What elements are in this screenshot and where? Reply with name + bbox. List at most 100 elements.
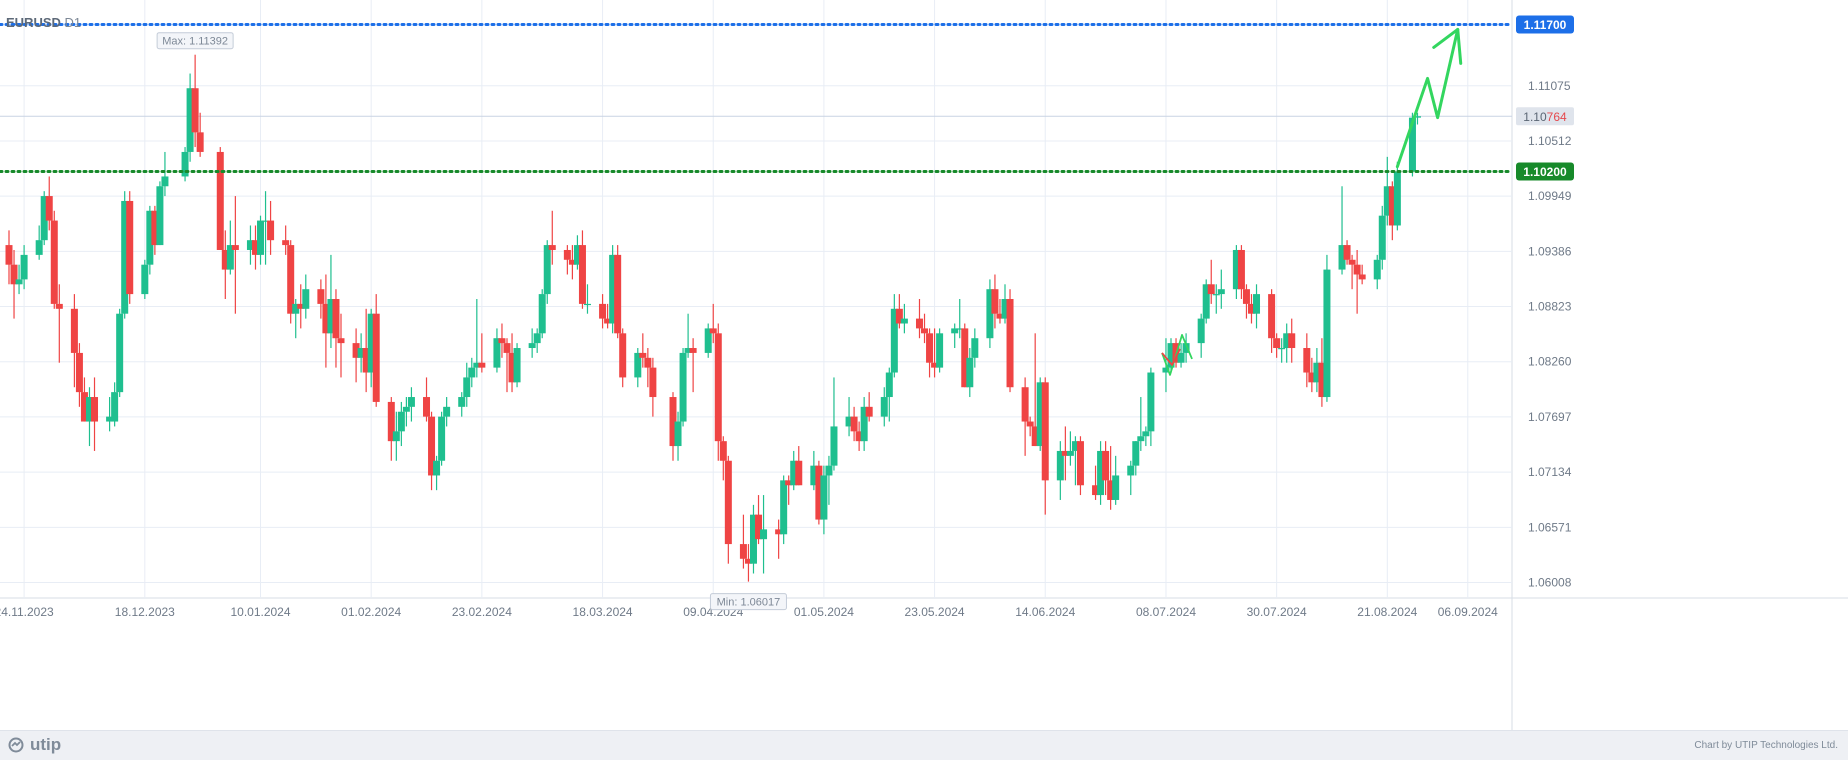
candle-body [257, 220, 265, 255]
date-tick-label: 08.07.2024 [1136, 605, 1196, 619]
candle-body [1107, 480, 1115, 500]
date-tick-label: 23.05.2024 [905, 605, 965, 619]
candle-body [45, 196, 53, 221]
annotation-tag [156, 32, 234, 50]
candle-bearish [1318, 338, 1326, 407]
candle-body [860, 406, 868, 442]
candle-bullish [609, 245, 617, 334]
candle-bearish [775, 519, 783, 559]
candle-bullish [1232, 245, 1240, 299]
candle-body [1217, 289, 1225, 295]
candle-bullish [35, 225, 43, 260]
candle-bearish [55, 284, 63, 363]
candle-body [1137, 436, 1145, 442]
candle-bullish [900, 303, 908, 334]
candle-body [1318, 362, 1326, 398]
candle-body [1303, 348, 1311, 373]
candle-bearish [45, 176, 53, 231]
candle-bearish [1006, 289, 1014, 393]
candle-body [865, 406, 873, 417]
candle-body [1147, 372, 1155, 432]
current-price-badge [1516, 107, 1574, 126]
date-tick-label: 18.03.2024 [573, 605, 633, 619]
candles [5, 54, 1421, 582]
candle-bullish [186, 73, 194, 162]
candle-body [262, 220, 270, 222]
date-tick-label: 06.09.2024 [1438, 605, 1498, 619]
candle-body [619, 333, 627, 378]
candle-bullish [890, 294, 898, 378]
candle-body [830, 426, 838, 466]
candle-body [15, 279, 23, 285]
date-tick-label: 24.11.2023 [0, 605, 54, 619]
candle-body [221, 249, 229, 270]
candle-body [1001, 299, 1009, 319]
candle-bearish [221, 230, 229, 299]
candle-bullish [15, 264, 23, 295]
candle-body [704, 328, 712, 353]
candle-bullish [1066, 431, 1074, 466]
candle-bullish [936, 328, 944, 373]
candle-bullish [1182, 333, 1190, 363]
candle-bullish [1253, 284, 1261, 329]
price-tick-label: 1.07697 [1528, 410, 1572, 424]
candle-body [267, 220, 275, 241]
candle-bullish [111, 382, 119, 427]
candle-bearish [599, 294, 607, 329]
candle-body [287, 245, 295, 314]
candle-body [810, 465, 818, 486]
candle-body [573, 245, 581, 265]
candle-bullish [810, 450, 818, 491]
candle-bearish [1353, 249, 1361, 314]
candle-body [443, 406, 451, 417]
candle-body [1288, 333, 1296, 349]
candle-body [438, 416, 446, 461]
candle-body [116, 313, 124, 393]
candle-body [926, 333, 934, 363]
candle-bullish [543, 240, 551, 304]
candle-body [106, 416, 114, 422]
forecast-arrow [1395, 27, 1460, 169]
candle-body [121, 200, 129, 314]
candle-bearish [191, 54, 199, 148]
candle-bearish [739, 514, 747, 569]
candle-bullish [583, 284, 591, 314]
candle-bearish [931, 328, 939, 378]
candle-bullish [1001, 284, 1009, 324]
candle-body [714, 333, 722, 442]
candle-bullish [820, 465, 828, 535]
candle-bullish [1383, 156, 1391, 226]
candle-body [387, 401, 395, 442]
candle-bullish [402, 397, 410, 427]
candle-body [367, 313, 375, 373]
candle-body [1132, 441, 1140, 466]
candle-body [251, 240, 259, 255]
candle-bullish [433, 455, 441, 491]
candle-bullish [1283, 323, 1291, 363]
candle-bearish [815, 460, 823, 525]
level-label-bg [1516, 162, 1574, 181]
candle-body [191, 88, 199, 133]
candle-body [634, 352, 642, 378]
candle-body [568, 259, 576, 265]
candle-body [428, 416, 436, 476]
candle-bearish [855, 421, 863, 451]
candle-body [508, 352, 516, 383]
candle-bullish [885, 367, 893, 422]
candle-body [397, 411, 405, 432]
candle-body [1036, 382, 1044, 447]
candle-bullish [1313, 348, 1321, 393]
candle-bullish [1278, 338, 1286, 363]
candle-bearish [996, 299, 1004, 324]
price-chart[interactable]: 1.06008 1.06571 1.07134 1.07697 1.08260 1.088… [0, 0, 1848, 730]
candle-bullish [749, 504, 757, 574]
candle-body [644, 357, 652, 368]
candle-body [317, 289, 325, 304]
candle-bullish [397, 401, 405, 447]
candle-bullish [106, 397, 114, 432]
candle-bearish [649, 357, 657, 417]
candle-body [1167, 343, 1175, 368]
candle-bearish [755, 495, 763, 545]
candle-body [951, 328, 959, 334]
candle-body [1343, 245, 1351, 260]
